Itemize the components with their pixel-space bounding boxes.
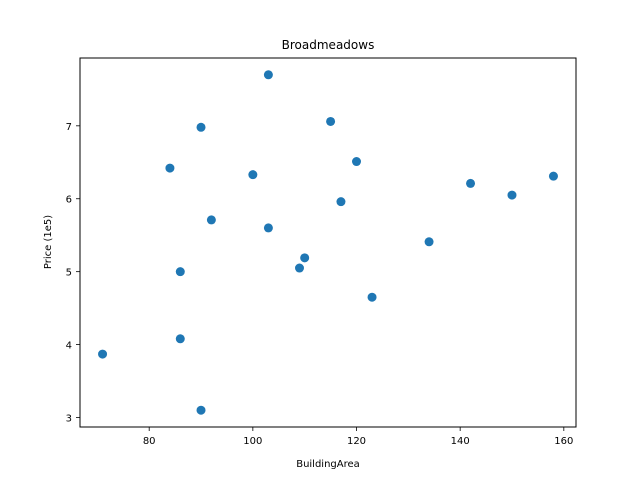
data-point-12 — [326, 116, 336, 126]
x-tick-label-2: 120 — [347, 436, 366, 447]
data-point-13 — [336, 197, 346, 207]
x-tick-label-1: 100 — [243, 436, 262, 447]
data-point-18 — [507, 190, 517, 200]
data-point-2 — [175, 267, 185, 277]
data-point-5 — [196, 405, 206, 415]
x-tick-label-4: 160 — [554, 436, 573, 447]
y-axis-ticks: 3 4 5 6 7 — [66, 122, 80, 425]
plot-frame — [79, 57, 577, 428]
x-tick-label-0: 80 — [143, 436, 156, 447]
y-tick-label-0: 3 — [66, 414, 72, 425]
data-point-7 — [248, 170, 258, 180]
data-point-14 — [352, 157, 362, 167]
data-point-9 — [263, 223, 273, 233]
data-point-3 — [175, 334, 185, 344]
data-points — [98, 70, 558, 415]
data-point-11 — [300, 253, 310, 263]
y-axis-label: Price (1e5) — [43, 215, 54, 269]
data-point-19 — [548, 171, 558, 181]
chart-title: Broadmeadows — [282, 38, 375, 52]
y-tick-label-4: 7 — [66, 122, 72, 133]
data-point-17 — [466, 178, 476, 188]
y-tick-label-2: 5 — [66, 268, 72, 279]
data-point-1 — [165, 163, 175, 173]
data-point-10 — [294, 263, 304, 273]
data-point-8 — [263, 70, 273, 80]
y-tick-label-3: 6 — [66, 195, 72, 206]
x-axis-label: BuildingArea — [296, 459, 360, 470]
x-tick-label-3: 140 — [451, 436, 470, 447]
data-point-15 — [367, 292, 377, 302]
data-point-6 — [206, 215, 216, 225]
y-tick-label-1: 4 — [66, 341, 72, 352]
data-point-4 — [196, 122, 206, 132]
x-axis-ticks: 80 100 120 140 160 — [143, 427, 573, 447]
data-point-0 — [98, 349, 108, 359]
data-point-16 — [424, 237, 434, 247]
